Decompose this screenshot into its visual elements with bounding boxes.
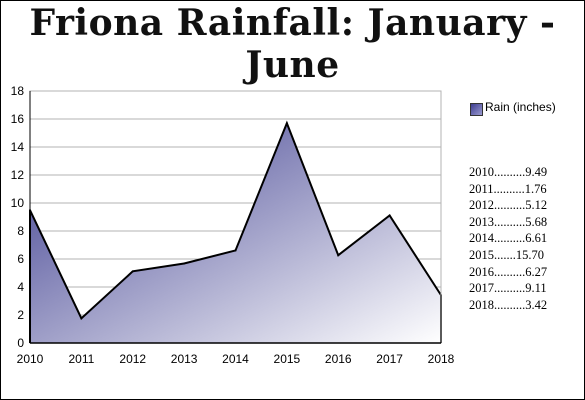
x-tick-label: 2011	[68, 352, 94, 366]
y-tick-label: 0	[17, 336, 24, 350]
x-tick-label: 2015	[274, 352, 301, 366]
y-tick-label: 12	[11, 168, 25, 182]
data-list-item: 2011..........1.76	[469, 181, 547, 196]
y-tick-label: 4	[17, 280, 24, 294]
data-point	[131, 270, 134, 273]
y-tick-label: 6	[17, 252, 24, 266]
data-list-item: 2015.......15.70	[469, 247, 544, 262]
rainfall-data-list: 2010..........9.49 2011..........1.76 2012…	[469, 164, 547, 313]
x-tick-label: 2013	[171, 352, 198, 366]
x-tick-label: 2014	[222, 352, 249, 366]
data-list-item: 2013..........5.68	[469, 214, 548, 229]
chart-title: Friona Rainfall: January - June	[29, 2, 556, 86]
data-point	[234, 249, 237, 252]
data-point	[388, 214, 391, 217]
x-tick-label: 2016	[325, 352, 352, 366]
legend-swatch	[470, 103, 483, 116]
data-point	[285, 122, 288, 125]
y-tick-label: 2	[17, 308, 24, 322]
data-point	[80, 317, 83, 320]
x-tick-label: 2010	[17, 352, 44, 366]
y-tick-label: 8	[17, 224, 24, 238]
y-tick-label: 10	[11, 196, 25, 210]
legend-label: Rain (inches)	[485, 100, 556, 114]
x-tick-label: 2017	[376, 352, 403, 366]
y-tick-label: 18	[11, 84, 25, 98]
x-tick-label: 2018	[428, 352, 455, 366]
data-list-item: 2012..........5.12	[469, 198, 548, 213]
area-fill	[30, 123, 441, 343]
y-tick-label: 16	[11, 112, 25, 126]
data-point	[183, 262, 186, 265]
data-point	[337, 254, 340, 257]
data-list-item: 2017..........9.11	[469, 281, 547, 296]
data-list-item: 2010..........9.49	[469, 165, 548, 179]
y-tick-label: 14	[11, 140, 25, 154]
data-list-item: 2016..........6.27	[469, 264, 548, 279]
data-list-item: 2018..........3.42	[469, 297, 548, 312]
data-list-item: 2014..........6.61	[469, 231, 548, 246]
x-tick-label: 2012	[119, 352, 146, 366]
